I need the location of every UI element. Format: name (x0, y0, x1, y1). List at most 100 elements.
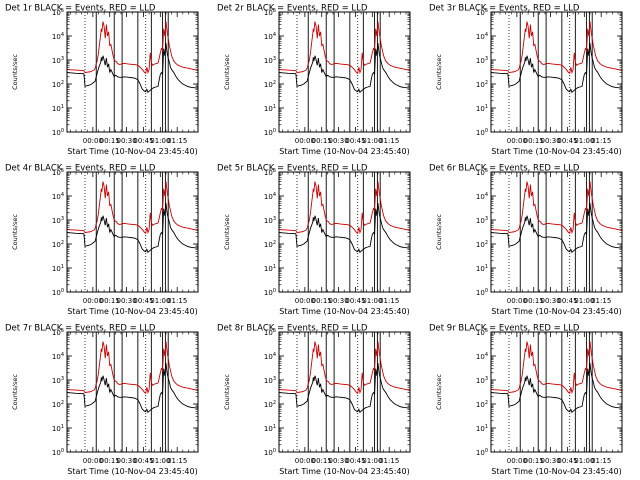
panel-title: Det 9r BLACK = Events, RED = LLD (429, 324, 580, 334)
x-tick-label: 00:15 (524, 457, 544, 465)
x-tick-label: 01:00 (362, 457, 382, 465)
y-tick-label: 101 (52, 104, 64, 113)
y-axis-label: Counts/sec (223, 54, 231, 90)
x-tick-label: 01:15 (379, 457, 399, 465)
series-line-events (66, 43, 198, 94)
x-tick-label: 00:15 (100, 137, 120, 145)
x-tick-label: 00:00 (295, 137, 315, 145)
y-tick-label: 104 (264, 32, 276, 41)
y-tick-label: 101 (52, 424, 64, 433)
y-axis-label: Counts/sec (223, 374, 231, 410)
x-tick-label: 00:15 (312, 297, 332, 305)
x-tick-label: 00:30 (117, 137, 137, 145)
x-tick-label: 01:15 (591, 297, 611, 305)
x-tick-label: 01:00 (362, 137, 382, 145)
y-tick-label: 103 (264, 216, 276, 225)
y-tick-label: 104 (476, 352, 488, 361)
series-line-lld (278, 341, 411, 395)
panel-6: Det 6r BLACK = Events, RED = LLD Counts/s… (429, 164, 623, 316)
x-axis-label: Start Time (10-Nov-04 23:45:40) (279, 467, 409, 476)
plot-frame (66, 331, 199, 453)
panel-2: Det 2r BLACK = Events, RED = LLD Counts/s… (217, 4, 411, 156)
x-tick-label: 00:30 (541, 457, 561, 465)
y-tick-label: 102 (476, 80, 488, 89)
y-tick-label: 100 (264, 288, 276, 297)
y-tick-label: 104 (52, 352, 64, 361)
panel-7: Det 7r BLACK = Events, RED = LLD Counts/s… (5, 324, 199, 476)
y-tick-label: 104 (476, 192, 488, 201)
y-tick-label: 105 (52, 8, 64, 17)
y-tick-label: 105 (476, 8, 488, 17)
y-tick-label: 102 (264, 80, 276, 89)
x-axis-label: Start Time (10-Nov-04 23:45:40) (491, 467, 621, 476)
y-tick-label: 104 (264, 192, 276, 201)
y-axis-label: Counts/sec (11, 214, 19, 250)
x-tick-label: 00:30 (329, 297, 349, 305)
series-line-events (278, 203, 410, 254)
y-axis-label: Counts/sec (223, 214, 231, 250)
x-tick-label: 01:15 (591, 457, 611, 465)
x-tick-label: 00:15 (524, 137, 544, 145)
y-tick-label: 102 (476, 400, 488, 409)
x-tick-label: 00:45 (133, 297, 153, 305)
panel-8: Det 8r BLACK = Events, RED = LLD Counts/s… (217, 324, 411, 476)
panel-title: Det 2r BLACK = Events, RED = LLD (217, 4, 368, 14)
plot-frame (490, 331, 623, 453)
series-line-lld (66, 181, 199, 235)
x-axis-label: Start Time (10-Nov-04 23:45:40) (67, 147, 197, 156)
y-tick-label: 100 (52, 288, 64, 297)
panel-1: Det 1r BLACK = Events, RED = LLD Counts/s… (5, 4, 199, 156)
y-tick-label: 101 (264, 104, 276, 113)
x-tick-label: 00:45 (345, 457, 365, 465)
x-tick-label: 01:15 (379, 297, 399, 305)
y-tick-label: 100 (476, 448, 488, 457)
plot-frame (490, 11, 623, 133)
y-tick-label: 105 (476, 168, 488, 177)
panel-5: Det 5r BLACK = Events, RED = LLD Counts/s… (217, 164, 411, 316)
x-tick-label: 00:00 (83, 457, 103, 465)
x-tick-label: 00:00 (507, 457, 527, 465)
x-tick-label: 00:30 (117, 457, 137, 465)
y-axis-label: Counts/sec (435, 374, 443, 410)
x-tick-label: 00:15 (524, 297, 544, 305)
x-tick-label: 00:45 (133, 137, 153, 145)
x-tick-label: 01:00 (574, 137, 594, 145)
x-tick-label: 00:30 (329, 137, 349, 145)
x-tick-label: 01:15 (167, 457, 187, 465)
y-tick-label: 105 (264, 168, 276, 177)
x-tick-label: 00:45 (345, 297, 365, 305)
plot-frame (490, 171, 623, 293)
series-line-events (278, 43, 410, 94)
x-tick-label: 01:15 (167, 137, 187, 145)
y-tick-label: 100 (52, 448, 64, 457)
x-tick-label: 01:15 (167, 297, 187, 305)
x-tick-label: 01:00 (362, 297, 382, 305)
y-tick-label: 101 (476, 424, 488, 433)
y-tick-label: 103 (476, 56, 488, 65)
series-line-events (278, 363, 410, 414)
plot-frame (66, 11, 199, 133)
x-tick-label: 00:15 (312, 457, 332, 465)
x-tick-label: 00:30 (541, 137, 561, 145)
series-line-lld (490, 181, 623, 235)
y-tick-label: 100 (52, 128, 64, 137)
x-tick-label: 00:00 (507, 137, 527, 145)
series-line-lld (490, 341, 623, 395)
series-line-lld (490, 21, 623, 75)
series-line-lld (66, 21, 199, 75)
x-tick-label: 00:45 (133, 457, 153, 465)
x-tick-label: 01:00 (574, 297, 594, 305)
x-tick-label: 00:15 (100, 297, 120, 305)
x-tick-label: 00:45 (557, 137, 577, 145)
series-line-events (66, 203, 198, 254)
series-line-events (490, 203, 622, 254)
x-tick-label: 00:00 (507, 297, 527, 305)
x-axis-label: Start Time (10-Nov-04 23:45:40) (67, 307, 197, 316)
panel-title: Det 1r BLACK = Events, RED = LLD (5, 4, 156, 14)
x-axis-label: Start Time (10-Nov-04 23:45:40) (279, 147, 409, 156)
y-tick-label: 101 (264, 424, 276, 433)
panel-9: Det 9r BLACK = Events, RED = LLD Counts/s… (429, 324, 623, 476)
y-tick-label: 101 (476, 264, 488, 273)
panel-4: Det 4r BLACK = Events, RED = LLD Counts/s… (5, 164, 199, 316)
y-axis-label: Counts/sec (435, 214, 443, 250)
